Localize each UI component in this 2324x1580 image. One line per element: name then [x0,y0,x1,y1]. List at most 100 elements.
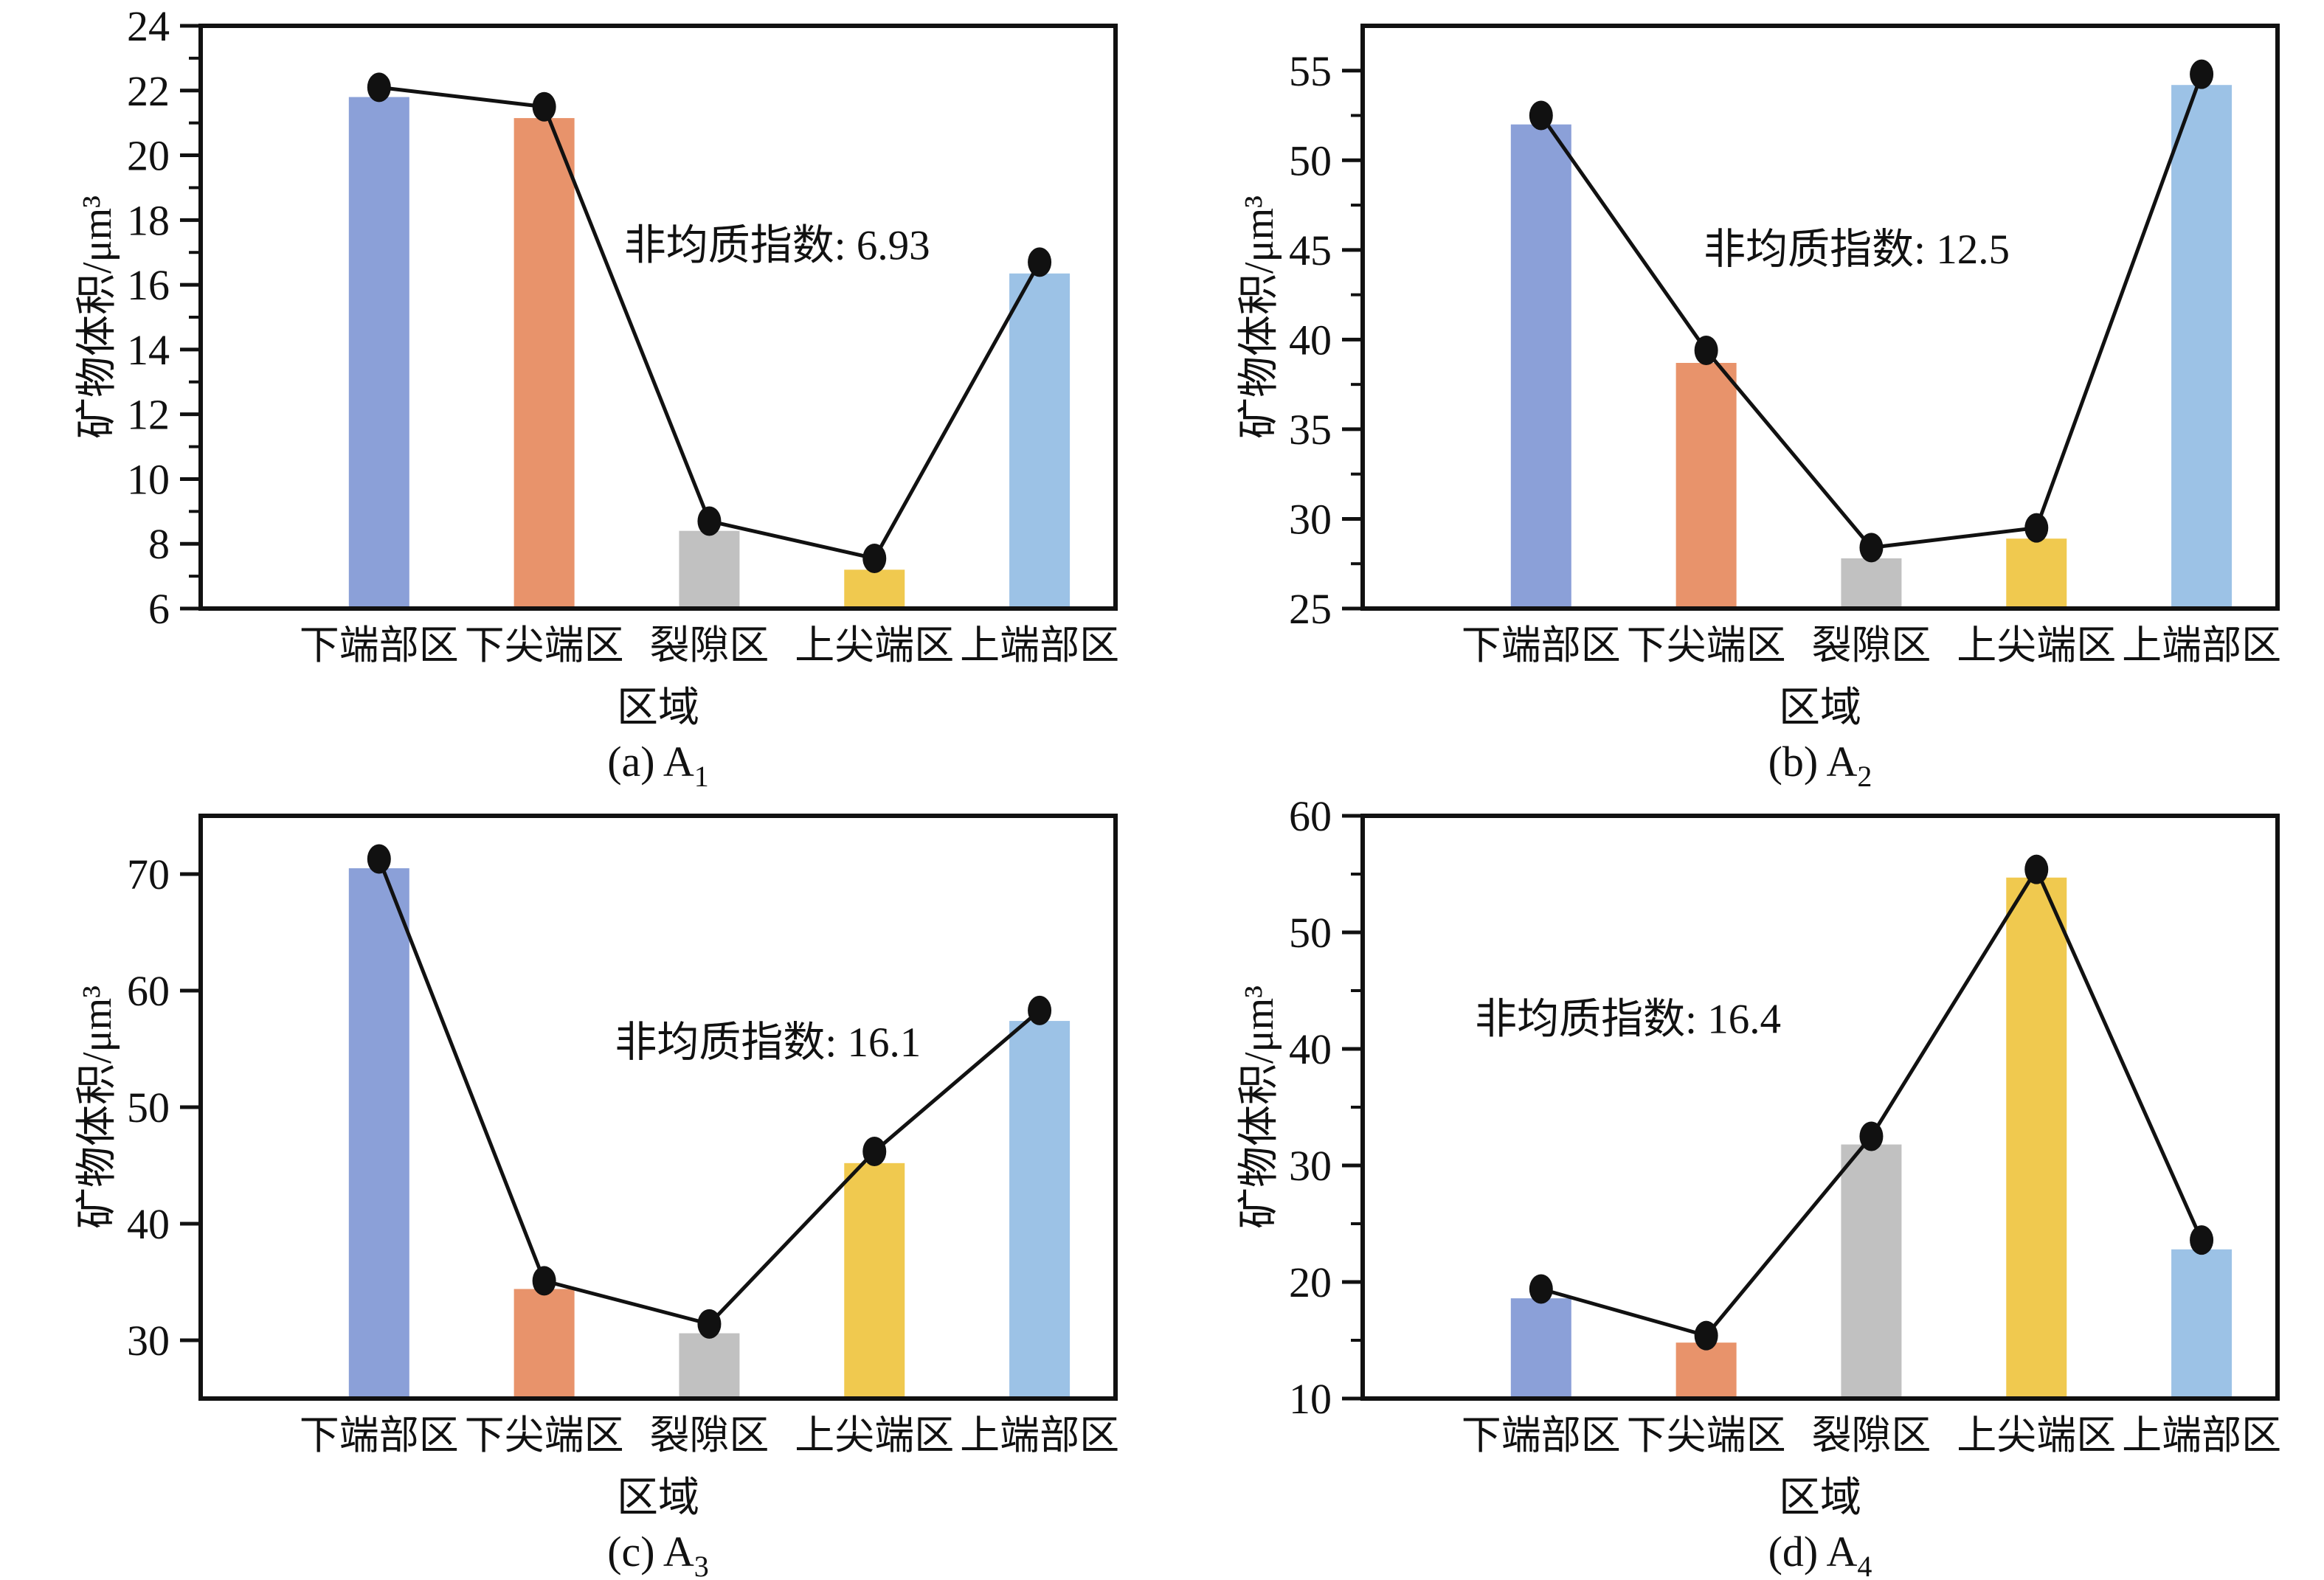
subplot-a: 6 8 10 12 14 16 18 20 22 24 非均质指数: 6.93 下端部区 下尖端区 裂隙区… [0,0,1162,790]
heterogeneity-index-annotation: 非均质指数: 16.1 [615,1019,921,1066]
x-tick-label: 上端部区 [2122,623,2281,668]
y-tick-label: 22 [127,67,170,115]
data-point [1694,335,1718,365]
chart-b-canvas: 25 30 35 40 45 50 55 非均质指数: 12.5 下端部区 下尖端区 裂隙区 上尖端区… [1237,24,2281,790]
chart-c-canvas: 30 40 50 60 70 非均质指数: 16.1 下端部区 下尖端区 裂隙区 上尖端区 上端部区… [75,814,1119,1580]
bar-裂隙区 [679,1333,740,1399]
bar-裂隙区 [1841,558,1902,609]
y-axis-title: 矿物体积/μm³ [1237,985,1282,1229]
subplot-d: 10 20 30 40 50 60 非均质指数: 16.4 下端部区 下尖端区 裂隙区 上尖端区 上端… [1162,790,2324,1580]
x-tick-label: 下尖端区 [1627,623,1786,668]
bar-裂隙区 [679,530,740,609]
bar-上端部区 [2171,85,2233,609]
x-tick-label: 上端部区 [960,623,1119,668]
data-point [2190,1225,2214,1255]
x-tick-label: 下端部区 [1462,1413,1621,1458]
y-axis-title: 矿物体积/μm³ [75,985,120,1229]
data-point [532,1266,556,1296]
y-tick-label: 6 [148,585,170,633]
x-axis-title: 区域 [617,685,699,731]
data-point [862,543,887,573]
data-point [1694,1320,1718,1351]
bar-裂隙区 [1841,1144,1902,1399]
x-tick-label: 下尖端区 [465,623,624,668]
bar-上端部区 [1009,273,1071,609]
y-tick-label: 50 [1289,909,1332,957]
y-axis-title: 矿物体积/μm³ [1237,195,1282,439]
y-tick-label: 35 [1289,406,1332,454]
y-axis-title: 矿物体积/μm³ [75,195,120,439]
x-axis-title: 区域 [617,1475,699,1521]
data-point [1028,247,1052,277]
y-tick-label: 20 [127,132,170,180]
y-tick-label: 24 [127,2,170,50]
x-tick-label: 上尖端区 [795,1413,954,1458]
x-axis-title: 区域 [1779,1475,1861,1521]
bar-上尖端区 [2006,538,2067,609]
bar-下尖端区 [513,1289,575,1399]
bar-上尖端区 [2006,877,2067,1399]
y-tick-label: 10 [1289,1375,1332,1423]
bar-下端部区 [348,97,409,609]
y-tick-label: 40 [127,1200,170,1248]
y-tick-label: 8 [148,520,170,568]
data-point [2190,59,2214,89]
bar-下尖端区 [1675,1342,1737,1399]
y-tick-label: 40 [1289,1025,1332,1073]
bar-上尖端区 [844,569,905,609]
subplot-caption: (a) A1 [607,738,709,790]
trend-line [1539,73,2204,550]
x-tick-label: 下端部区 [300,623,459,668]
y-tick-label: 25 [1289,585,1332,633]
bar-上端部区 [2171,1249,2233,1399]
x-tick-label: 上尖端区 [1957,623,2116,668]
y-tick-label: 12 [127,391,170,439]
x-tick-label: 下尖端区 [1627,1413,1786,1458]
chart-d-canvas: 10 20 30 40 50 60 非均质指数: 16.4 下端部区 下尖端区 裂隙区 上尖端区 上端… [1237,792,2281,1580]
y-tick-label: 20 [1289,1258,1332,1306]
data-point [1529,1274,1553,1304]
x-tick-label: 裂隙区 [1811,1413,1931,1458]
x-tick-label: 上端部区 [2122,1413,2281,1458]
y-tick-label: 14 [127,326,170,374]
data-point [367,72,391,103]
y-tick-label: 30 [1289,495,1332,543]
bar-上尖端区 [844,1163,905,1399]
subplot-caption: (b) A2 [1768,738,1872,790]
subplot-caption: (d) A4 [1768,1528,1872,1580]
subplot-c: 30 40 50 60 70 非均质指数: 16.1 下端部区 下尖端区 裂隙区 上尖端区 上端部区… [0,790,1162,1580]
x-tick-label: 下端部区 [300,1413,459,1458]
data-point [532,91,556,122]
subplot-b: 25 30 35 40 45 50 55 非均质指数: 12.5 下端部区 下尖端区 裂隙区 上尖端区… [1162,0,2324,790]
x-tick-label: 裂隙区 [649,623,769,668]
data-point [1529,100,1553,131]
x-tick-label: 下端部区 [1462,623,1621,668]
trend-line [378,85,1042,561]
y-tick-label: 50 [1289,136,1332,184]
x-axis-title: 区域 [1779,685,1861,731]
heterogeneity-index-annotation: 非均质指数: 16.4 [1475,997,1781,1043]
data-point [2024,513,2049,543]
data-point [697,506,722,536]
data-point [367,844,391,874]
subplot-caption: (c) A3 [607,1528,709,1580]
x-tick-label: 上端部区 [960,1413,1119,1458]
x-tick-label: 裂隙区 [1811,623,1931,668]
bar-下端部区 [348,868,409,1399]
heterogeneity-index-annotation: 非均质指数: 12.5 [1704,226,2010,273]
y-tick-label: 18 [127,196,170,244]
y-tick-label: 16 [127,261,170,309]
y-tick-label: 10 [127,455,170,503]
y-tick-label: 50 [127,1084,170,1132]
trend-line [377,858,1041,1326]
y-tick-label: 60 [1289,792,1332,840]
x-tick-label: 上尖端区 [795,623,954,668]
data-point [1028,995,1052,1025]
x-tick-label: 裂隙区 [649,1413,769,1458]
x-tick-label: 上尖端区 [1957,1413,2116,1458]
y-tick-label: 55 [1289,47,1332,95]
y-tick-label: 40 [1289,316,1332,364]
y-tick-label: 30 [1289,1142,1332,1190]
chart-a-canvas: 6 8 10 12 14 16 18 20 22 24 非均质指数: 6.93 下端部区 下尖端区 裂隙区… [75,2,1119,790]
data-point [1859,1121,1884,1151]
